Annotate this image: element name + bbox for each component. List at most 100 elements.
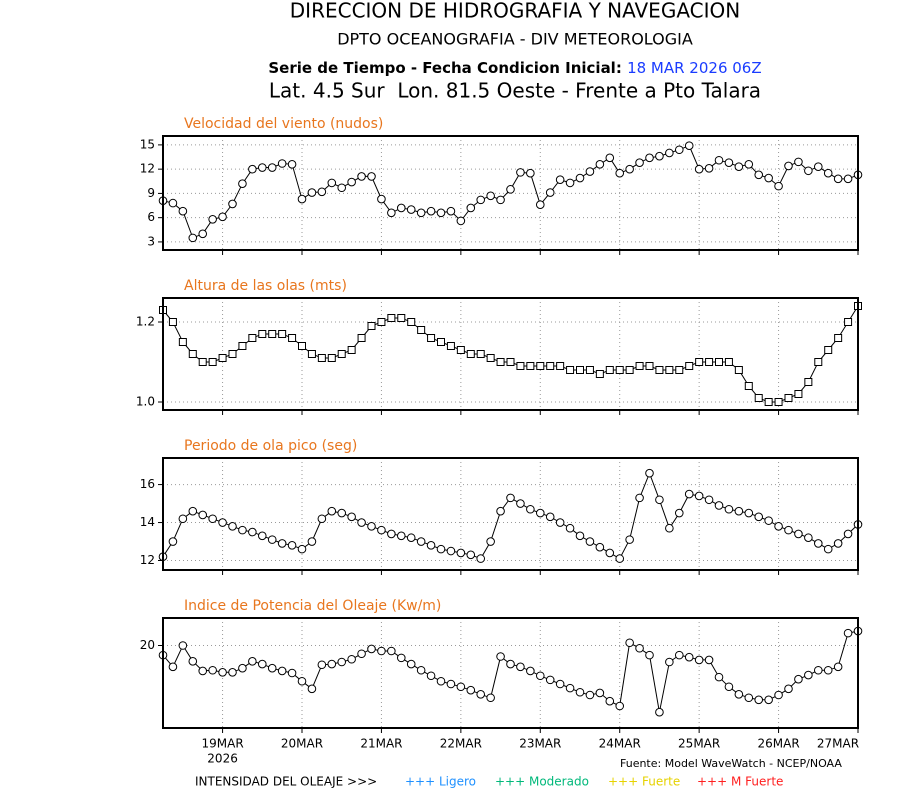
marker [744, 693, 754, 703]
marker [257, 531, 267, 541]
marker [556, 362, 565, 370]
marker [714, 501, 724, 510]
marker [605, 153, 615, 163]
marker [595, 542, 605, 552]
marker [764, 173, 773, 183]
marker [168, 318, 177, 326]
marker [486, 354, 495, 362]
marker [446, 546, 456, 556]
marker [545, 512, 555, 522]
marker [238, 525, 247, 535]
marker [665, 366, 674, 374]
marker [208, 514, 217, 524]
marker [605, 366, 614, 374]
marker [565, 178, 575, 188]
marker [823, 544, 833, 554]
marker [804, 533, 813, 543]
marker [615, 554, 625, 563]
marker [635, 362, 644, 370]
marker [416, 537, 426, 546]
marker [655, 707, 664, 717]
marker [844, 318, 853, 326]
marker [327, 178, 337, 188]
marker [834, 334, 843, 342]
marker [724, 158, 734, 167]
y-tick-label: 12 [140, 162, 155, 176]
marker [764, 695, 773, 705]
marker [396, 531, 406, 541]
marker [198, 510, 208, 520]
marker [426, 671, 436, 681]
marker [297, 544, 307, 554]
marker [694, 655, 704, 665]
source: Fuente: Model WaveWatch - NCEP/NOAA [620, 757, 842, 770]
marker [357, 334, 366, 342]
marker [575, 531, 585, 541]
marker [585, 690, 595, 700]
marker [337, 508, 347, 518]
marker [277, 159, 287, 168]
marker [526, 168, 535, 178]
legend-item: +++ Fuerte [608, 775, 680, 789]
marker [665, 523, 674, 533]
marker [576, 366, 584, 374]
marker [575, 173, 585, 183]
x-tick-label: 22MAR [440, 737, 482, 751]
marker [645, 362, 654, 370]
marker [794, 157, 803, 167]
marker [268, 330, 277, 338]
marker [407, 318, 416, 326]
marker [178, 514, 188, 524]
marker [238, 663, 247, 673]
marker [168, 662, 178, 672]
marker [704, 655, 714, 665]
marker [238, 179, 247, 189]
marker [377, 318, 386, 326]
marker [715, 358, 723, 366]
marker [436, 676, 446, 686]
marker [496, 506, 505, 516]
marker [595, 688, 605, 698]
marker [317, 514, 327, 524]
marker [357, 649, 366, 659]
y-tick-label: 14 [140, 515, 155, 529]
marker [615, 366, 624, 374]
marker [665, 148, 674, 158]
marker [754, 512, 764, 522]
marker [545, 188, 555, 197]
marker [476, 554, 486, 563]
marker [476, 350, 485, 358]
marker [218, 518, 227, 527]
marker [208, 665, 217, 675]
legend-title: INTENSIDAD DEL OLEAJE >>> [195, 775, 377, 789]
marker [535, 508, 545, 518]
marker [526, 666, 535, 676]
marker [754, 170, 764, 180]
marker [287, 159, 297, 169]
marker [674, 508, 684, 518]
marker [496, 195, 505, 205]
marker [228, 199, 237, 209]
marker [804, 166, 813, 176]
series-label: Serie de Tiempo - Fecha Condicion Inicia… [268, 59, 621, 77]
x-tick-label: 27MAR [817, 737, 859, 751]
marker [377, 646, 386, 656]
marker [248, 164, 257, 174]
marker [516, 168, 525, 177]
legend-item: +++ Moderado [495, 775, 589, 789]
marker [585, 167, 595, 176]
x-tick-label: 19MAR [201, 737, 243, 751]
marker [198, 229, 208, 239]
marker [506, 493, 515, 503]
marker [188, 350, 197, 358]
marker [794, 390, 803, 398]
marker [813, 539, 823, 548]
marker [277, 539, 287, 548]
plot-frame [162, 297, 859, 411]
marker [506, 358, 515, 366]
marker [684, 652, 694, 662]
marker [615, 701, 625, 711]
marker [456, 216, 466, 226]
marker [456, 548, 466, 558]
marker [555, 518, 565, 527]
